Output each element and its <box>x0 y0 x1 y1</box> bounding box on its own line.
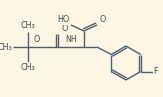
Text: NH: NH <box>65 35 77 44</box>
Text: CH₃: CH₃ <box>0 42 12 52</box>
Text: CH₃: CH₃ <box>21 22 35 30</box>
Text: HO: HO <box>57 15 69 24</box>
Text: O: O <box>99 15 105 24</box>
Text: F: F <box>154 67 158 76</box>
Text: O: O <box>33 36 40 45</box>
Text: CH₃: CH₃ <box>21 64 35 72</box>
Text: O: O <box>61 24 67 33</box>
